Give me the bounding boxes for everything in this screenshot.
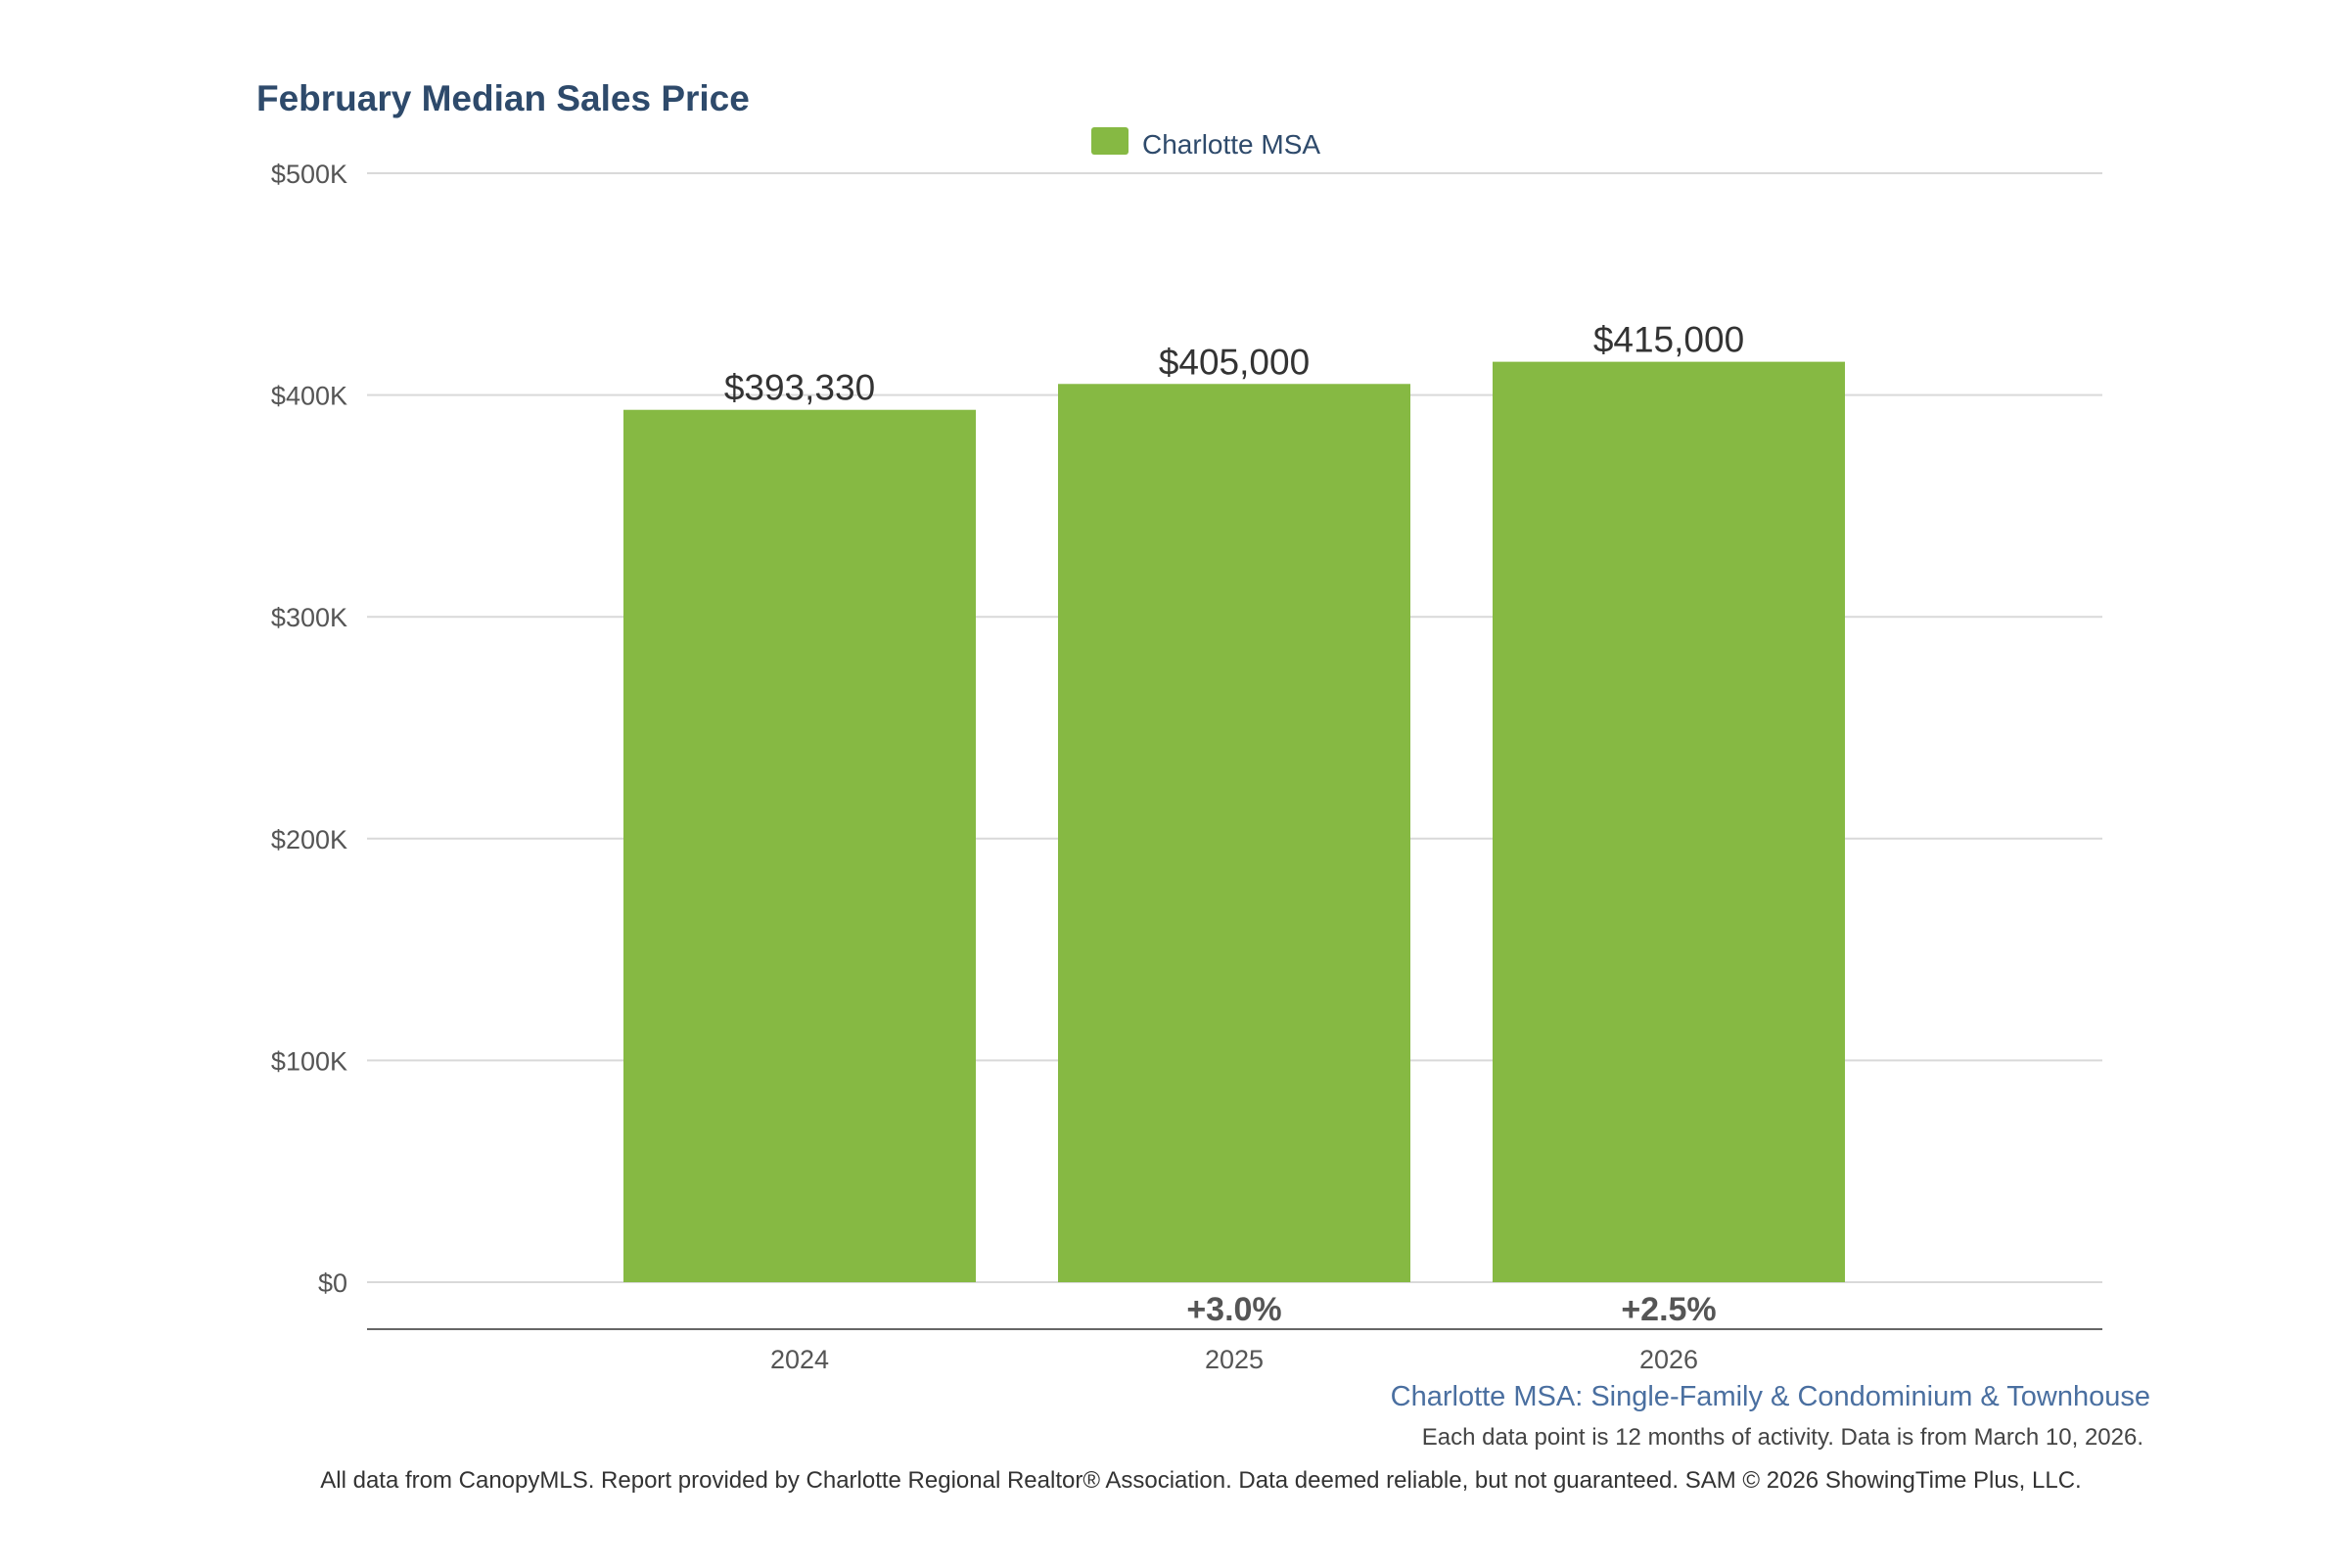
bar-2024 [623, 409, 976, 1282]
x-tick-label-2024: 2024 [770, 1345, 829, 1374]
legend-swatch [1091, 127, 1128, 155]
bar-2026 [1493, 361, 1845, 1282]
legend: Charlotte MSA [1091, 127, 1320, 160]
x-tick-label-2025: 2025 [1205, 1345, 1264, 1374]
y-tick-label: $500K [271, 160, 347, 189]
data-note: Each data point is 12 months of activity… [1422, 1424, 2143, 1451]
change-label-2026: +2.5% [1621, 1291, 1716, 1328]
x-tick-label-2026: 2026 [1639, 1345, 1698, 1374]
chart-title: February Median Sales Price [256, 78, 750, 118]
bars [623, 361, 1845, 1282]
y-tick-label: $200K [271, 825, 347, 854]
chart-subtitle: Charlotte MSA: Single-Family & Condomini… [1391, 1381, 2150, 1412]
y-tick-label: $300K [271, 603, 347, 632]
footer-credit: All data from CanopyMLS. Report provided… [320, 1467, 2081, 1494]
y-tick-label: $100K [271, 1046, 347, 1076]
value-label-2024: $393,330 [724, 368, 875, 408]
x-axis-ticks: 2024 2025 2026 [770, 1345, 1698, 1374]
legend-label: Charlotte MSA [1142, 129, 1320, 160]
bar-2025 [1058, 384, 1410, 1282]
change-labels: +3.0% +2.5% [1186, 1291, 1716, 1328]
value-label-2026: $415,000 [1593, 320, 1744, 360]
y-tick-label: $0 [318, 1268, 347, 1298]
value-label-2025: $405,000 [1159, 342, 1310, 382]
value-labels: $393,330 $405,000 $415,000 [724, 320, 1744, 408]
y-axis-ticks: $0 $100K $200K $300K $400K $500K [271, 160, 347, 1298]
y-tick-label: $400K [271, 382, 347, 411]
change-label-2025: +3.0% [1186, 1291, 1281, 1328]
